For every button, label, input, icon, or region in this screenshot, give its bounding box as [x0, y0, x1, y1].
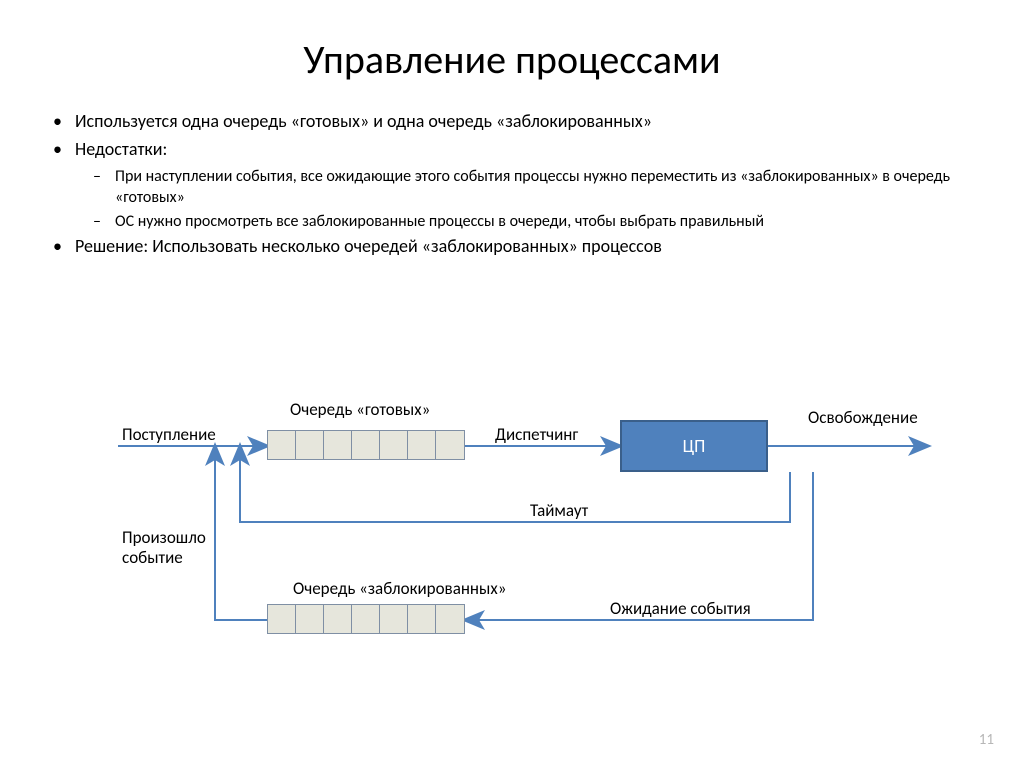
page-number: 11 — [979, 731, 994, 749]
blocked-queue-label: Очередь «заблокированных» — [293, 578, 506, 599]
arrows — [118, 446, 928, 620]
queue-cell — [436, 431, 464, 459]
queue-cell — [436, 605, 464, 633]
queue-cell — [380, 605, 408, 633]
queue-cell — [352, 605, 380, 633]
queue-cell — [380, 431, 408, 459]
ready-queue — [267, 430, 465, 460]
queue-cell — [408, 431, 436, 459]
queue-cell — [352, 431, 380, 459]
bullet-1: Используется одна очередь «готовых» и од… — [75, 109, 969, 133]
dispatch-label: Диспетчинг — [495, 424, 578, 445]
event-occurred-label: Произошло событие — [122, 528, 232, 569]
queue-cell — [268, 605, 296, 633]
ready-queue-label: Очередь «готовых» — [290, 399, 430, 420]
queue-cell — [296, 431, 324, 459]
cpu-box: ЦП — [620, 420, 768, 472]
queue-cell — [268, 431, 296, 459]
bullet-2-sub-2: ОС нужно просмотреть все заблокированные… — [115, 211, 969, 233]
bullet-list: Используется одна очередь «готовых» и од… — [0, 109, 1024, 259]
queue-cell — [324, 605, 352, 633]
queue-cell — [408, 605, 436, 633]
queue-cell — [296, 605, 324, 633]
slide-title: Управление процессами — [0, 0, 1024, 109]
release-label: Освобождение — [808, 407, 918, 428]
queue-cell — [324, 431, 352, 459]
event-wait-label: Ожидание события — [610, 598, 751, 619]
bullet-3: Решение: Использовать несколько очередей… — [75, 234, 969, 258]
timeout-label: Таймаут — [530, 500, 588, 521]
bullet-2-sub-1: При наступлении события, все ожидающие э… — [115, 166, 969, 209]
bullet-2: Недостатки: — [75, 137, 969, 161]
blocked-queue — [267, 604, 465, 634]
admit-label: Поступление — [122, 424, 216, 445]
